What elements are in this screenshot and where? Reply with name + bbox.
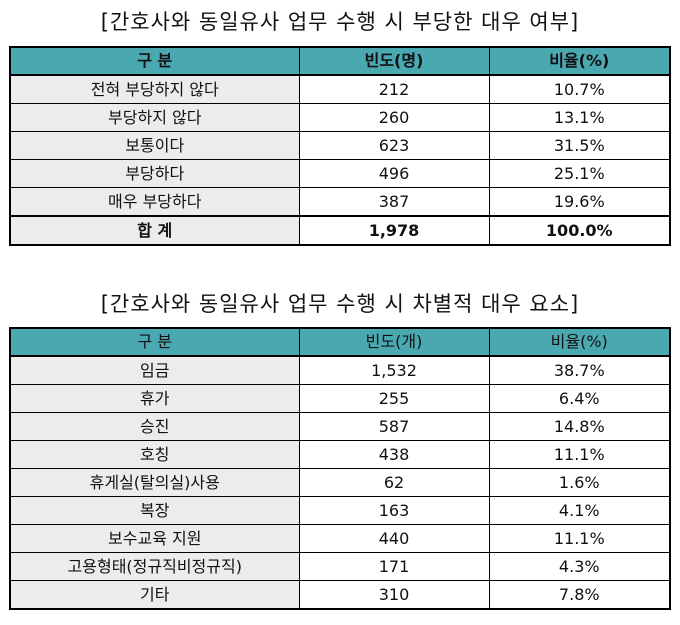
header-category: 구 분 xyxy=(9,327,300,357)
row-ratio: 1.6% xyxy=(488,468,671,497)
row-label: 고용형태(정규직비정규직) xyxy=(9,552,300,581)
row-label: 전혀 부당하지 않다 xyxy=(9,74,300,104)
table-row: 임금 1,532 38.7% xyxy=(9,355,671,385)
table-row: 기타 310 7.8% xyxy=(9,580,671,610)
row-ratio: 4.3% xyxy=(488,552,671,581)
table-row: 승진 587 14.8% xyxy=(9,412,671,441)
total-ratio: 100.0% xyxy=(488,215,671,246)
row-count: 496 xyxy=(298,159,490,188)
header-frequency: 빈도(개) xyxy=(298,327,490,357)
row-ratio: 11.1% xyxy=(488,440,671,469)
row-label: 부당하지 않다 xyxy=(9,103,300,132)
unfair-treatment-table: 구 분 빈도(명) 비율(%) 전혀 부당하지 않다 212 10.7% 부당하지 않… xyxy=(9,46,671,246)
table1-title: [간호사와 동일유사 업무 수행 시 부당한 대우 여부] xyxy=(100,10,580,34)
row-label: 복장 xyxy=(9,496,300,525)
table-row: 부당하다 496 25.1% xyxy=(9,159,671,188)
table-row: 휴게실(탈의실)사용 62 1.6% xyxy=(9,468,671,497)
row-label: 휴가 xyxy=(9,384,300,413)
row-count: 255 xyxy=(298,384,490,413)
header-ratio: 비율(%) xyxy=(488,46,671,76)
row-count: 587 xyxy=(298,412,490,441)
table-row: 호칭 438 11.1% xyxy=(9,440,671,469)
table-header-row: 구 분 빈도(명) 비율(%) xyxy=(9,46,671,76)
row-count: 1,532 xyxy=(298,355,490,385)
row-count: 438 xyxy=(298,440,490,469)
header-ratio: 비율(%) xyxy=(488,327,671,357)
discrimination-factors-table: 구 분 빈도(개) 비율(%) 임금 1,532 38.7% 휴가 255 6.4% 승진 5… xyxy=(9,327,671,610)
table-header-row: 구 분 빈도(개) 비율(%) xyxy=(9,327,671,357)
row-count: 260 xyxy=(298,103,490,132)
row-ratio: 4.1% xyxy=(488,496,671,525)
row-label: 매우 부당하다 xyxy=(9,187,300,217)
total-row: 합 계 1,978 100.0% xyxy=(9,215,671,246)
row-count: 623 xyxy=(298,131,490,160)
row-label: 보수교육 지원 xyxy=(9,524,300,553)
table-row: 복장 163 4.1% xyxy=(9,496,671,525)
row-label: 기타 xyxy=(9,580,300,610)
row-ratio: 14.8% xyxy=(488,412,671,441)
row-ratio: 11.1% xyxy=(488,524,671,553)
row-count: 62 xyxy=(298,468,490,497)
row-count: 171 xyxy=(298,552,490,581)
table-row: 휴가 255 6.4% xyxy=(9,384,671,413)
row-count: 163 xyxy=(298,496,490,525)
table2-title: [간호사와 동일유사 업무 수행 시 차별적 대우 요소] xyxy=(100,292,580,316)
row-ratio: 6.4% xyxy=(488,384,671,413)
row-label: 임금 xyxy=(9,355,300,385)
table-row: 부당하지 않다 260 13.1% xyxy=(9,103,671,132)
table-row: 고용형태(정규직비정규직) 171 4.3% xyxy=(9,552,671,581)
table-row: 보통이다 623 31.5% xyxy=(9,131,671,160)
header-category: 구 분 xyxy=(9,46,300,76)
row-count: 440 xyxy=(298,524,490,553)
row-ratio: 25.1% xyxy=(488,159,671,188)
total-count: 1,978 xyxy=(298,215,490,246)
row-ratio: 7.8% xyxy=(488,580,671,610)
table-row: 매우 부당하다 387 19.6% xyxy=(9,187,671,217)
row-count: 212 xyxy=(298,74,490,104)
row-ratio: 13.1% xyxy=(488,103,671,132)
row-ratio: 10.7% xyxy=(488,74,671,104)
row-ratio: 38.7% xyxy=(488,355,671,385)
row-label: 승진 xyxy=(9,412,300,441)
row-ratio: 19.6% xyxy=(488,187,671,217)
total-label: 합 계 xyxy=(9,215,300,246)
row-label: 호칭 xyxy=(9,440,300,469)
row-count: 310 xyxy=(298,580,490,610)
row-ratio: 31.5% xyxy=(488,131,671,160)
row-label: 부당하다 xyxy=(9,159,300,188)
row-label: 보통이다 xyxy=(9,131,300,160)
row-label: 휴게실(탈의실)사용 xyxy=(9,468,300,497)
table-row: 보수교육 지원 440 11.1% xyxy=(9,524,671,553)
row-count: 387 xyxy=(298,187,490,217)
header-frequency: 빈도(명) xyxy=(298,46,490,76)
table-row: 전혀 부당하지 않다 212 10.7% xyxy=(9,74,671,104)
